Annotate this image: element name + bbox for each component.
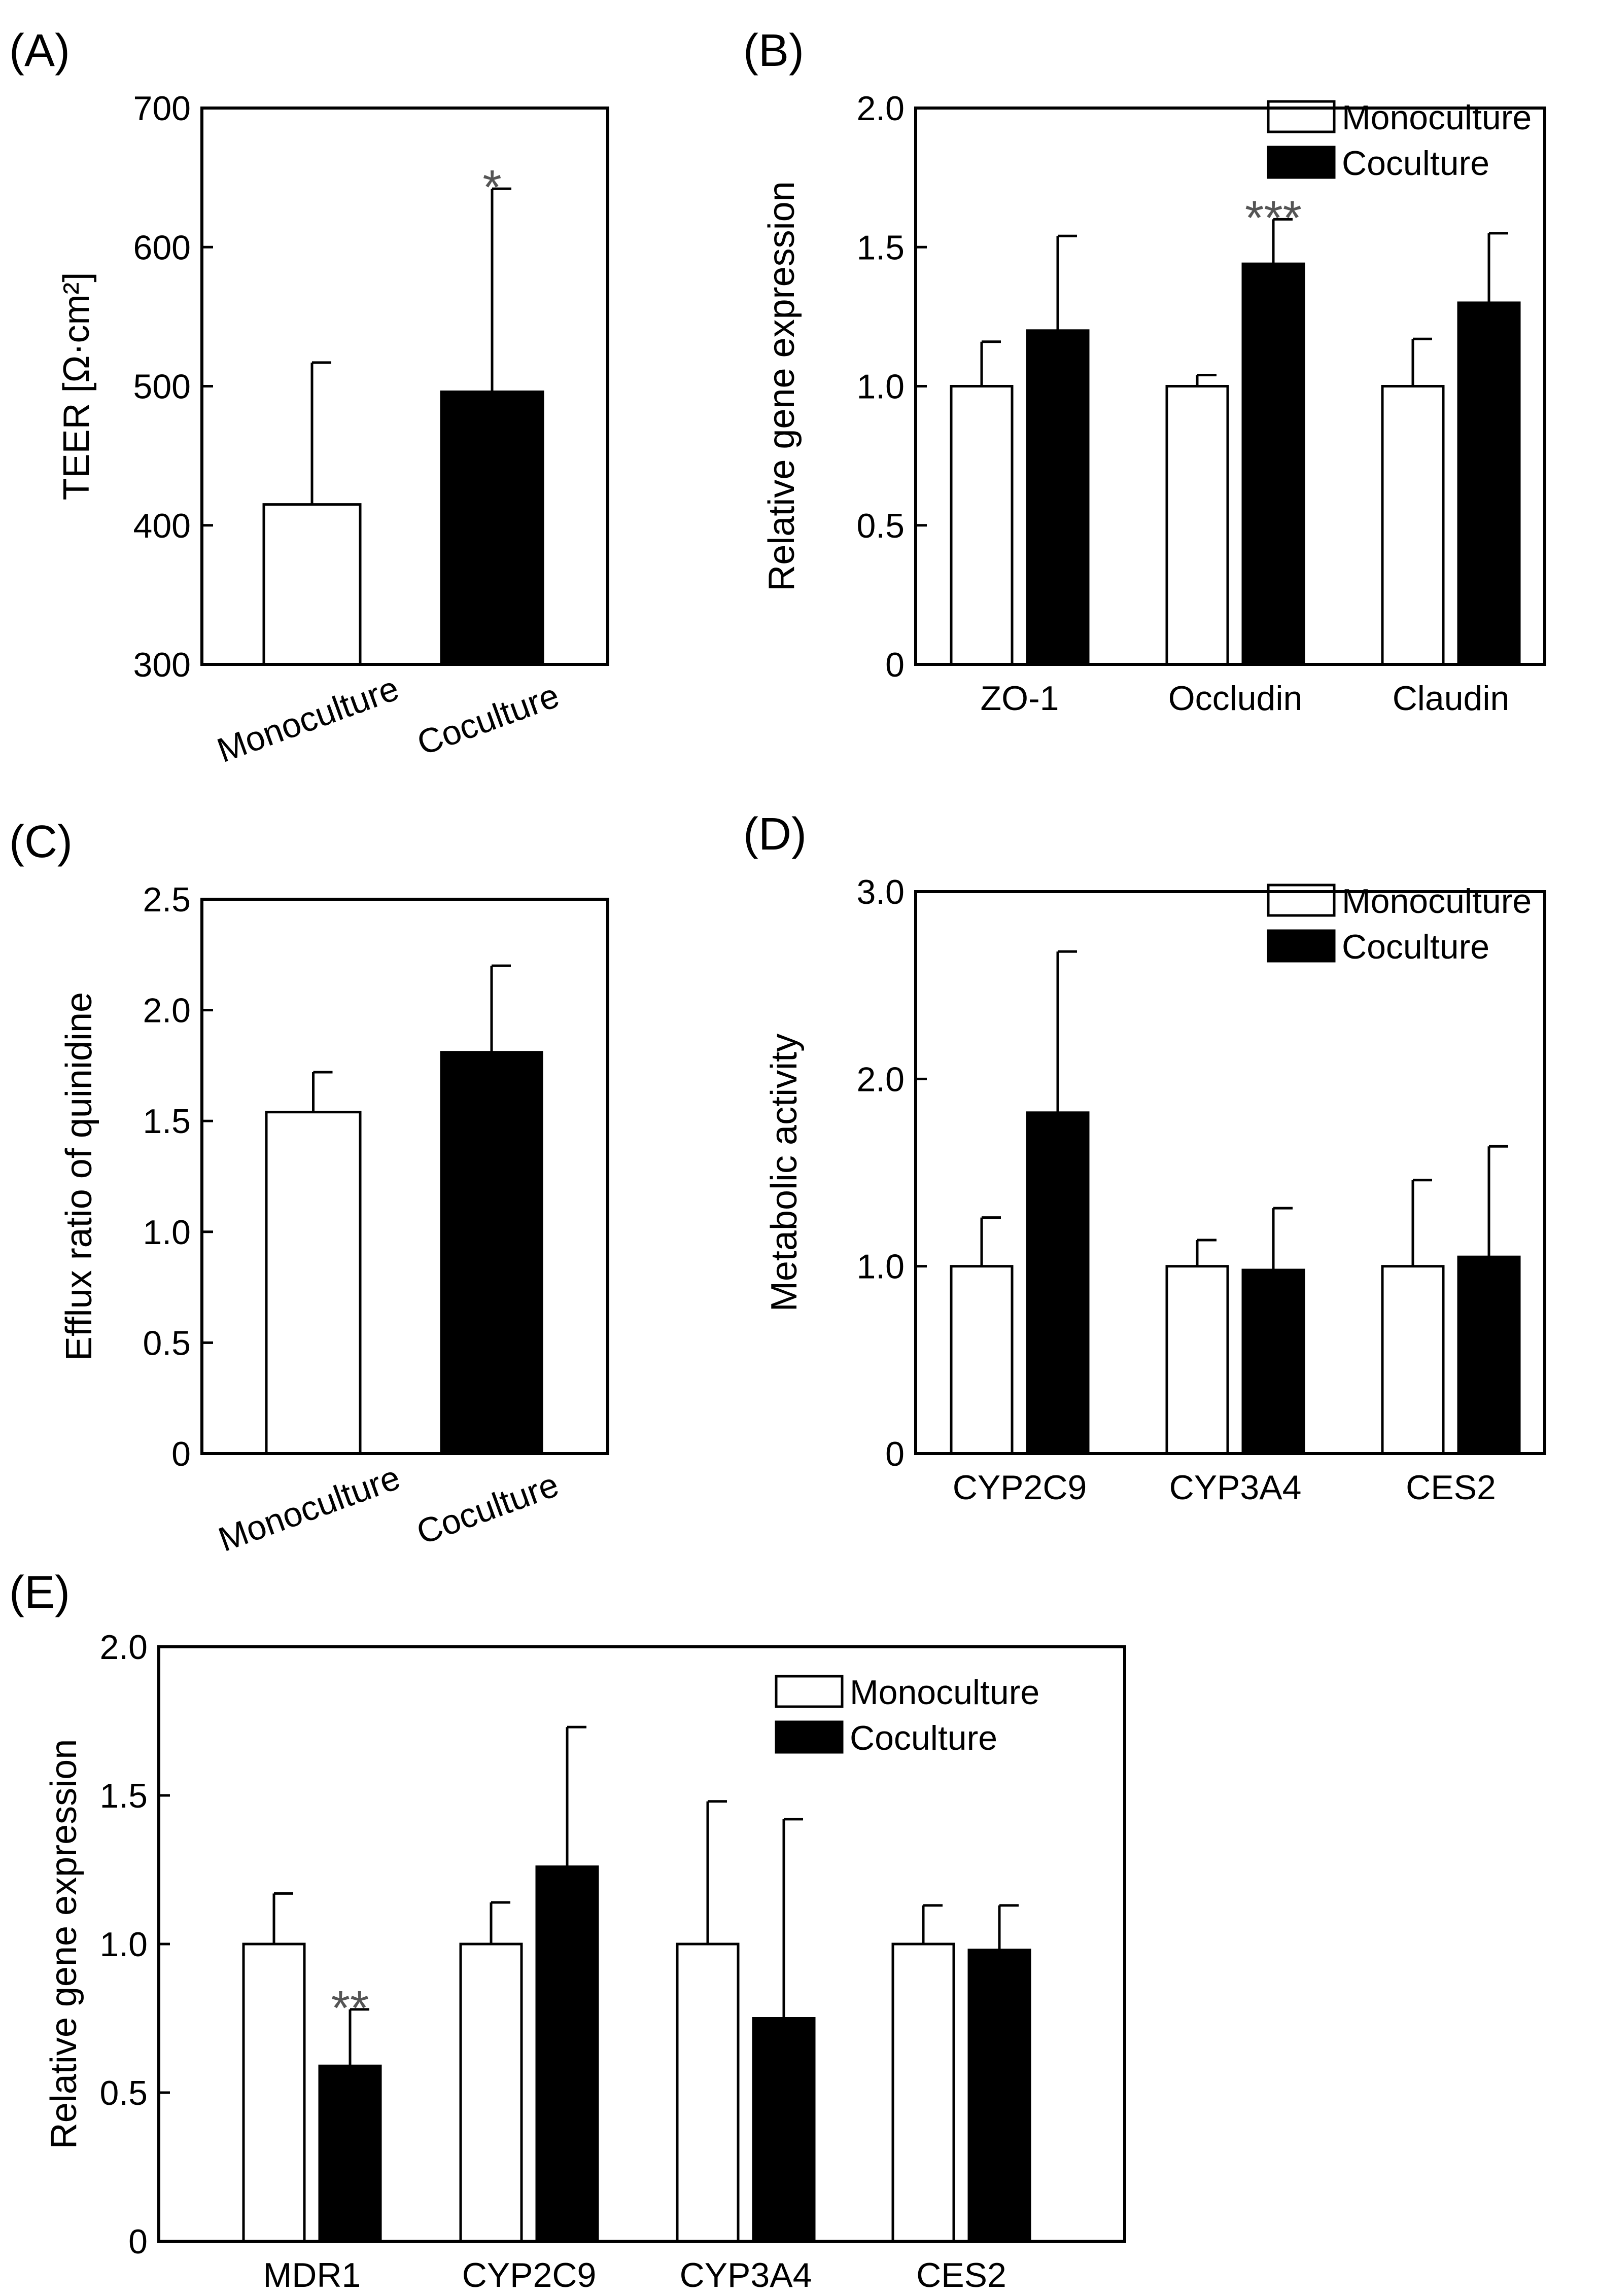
y-tick-label: 0.5 [99, 2074, 148, 2112]
panel-c: (C) 0 0.5 1.0 1.5 2.0 2.5 Efflux ratio of quini… [9, 817, 609, 1559]
y-tick-label: 0.5 [143, 1324, 191, 1362]
y-tick-label: 2.0 [856, 89, 905, 128]
plot-frame [200, 107, 609, 666]
panel-d: (D) 0 1.0 2.0 3.0 Metabolic activity CYP2C9 CYP… [743, 809, 1546, 1507]
legend-swatch-monoculture [1267, 884, 1336, 917]
legend-swatch-monoculture [1267, 100, 1336, 133]
bar-coculture [752, 2017, 816, 2243]
y-tick-label: 1.0 [143, 1213, 191, 1252]
y-tick-label: 2.0 [856, 1060, 905, 1099]
y-tick-label: 400 [133, 507, 191, 545]
y-tick-label: 600 [133, 228, 191, 267]
bar-coculture [967, 1949, 1031, 2243]
bar-coculture [1026, 1111, 1090, 1455]
category-label: Monoculture [214, 1458, 405, 1559]
y-tick-label: 1.5 [99, 1777, 148, 1815]
y-tick-label: 1.0 [856, 1248, 905, 1286]
bar-coculture [1241, 1268, 1305, 1455]
significance-marker: *** [1245, 191, 1302, 245]
y-tick-label: 1.0 [99, 1925, 148, 1964]
y-tick-label: 0 [171, 1435, 191, 1473]
bar-monoculture [676, 1942, 740, 2243]
category-label: Monoculture [212, 669, 404, 770]
legend-swatch-monoculture [775, 1675, 844, 1708]
panel-label: (C) [9, 817, 73, 867]
y-tick-label: 0 [128, 2222, 148, 2261]
category-label: Occludin [1168, 679, 1303, 718]
category-label: CYP2C9 [462, 2256, 597, 2294]
bar-coculture [1457, 301, 1521, 666]
plot-frame [914, 890, 1546, 1455]
bar-coculture [1457, 1255, 1521, 1455]
legend-label-coculture: Coculture [850, 1719, 997, 1757]
y-tick-label: 0 [885, 646, 905, 684]
plot-frame [914, 107, 1546, 666]
y-tick-label: 1.5 [143, 1102, 191, 1141]
plot-frame [157, 1645, 1126, 2243]
bar-monoculture [950, 1265, 1014, 1455]
significance-marker: * [482, 160, 501, 215]
bar-monoculture [265, 1111, 362, 1455]
legend-swatch-coculture [1267, 146, 1336, 179]
bar-coculture [1026, 329, 1090, 666]
category-label: CYP2C9 [953, 1468, 1087, 1507]
y-tick-label: 500 [133, 368, 191, 406]
category-label: CES2 [1406, 1468, 1496, 1507]
legend-label-monoculture: Monoculture [1342, 98, 1532, 137]
legend-swatch-coculture [775, 1720, 844, 1754]
panel-label: (D) [743, 809, 807, 860]
panel-label: (A) [9, 25, 70, 76]
category-label: ZO-1 [981, 679, 1059, 718]
bar-monoculture [242, 1942, 306, 2243]
bar-coculture [535, 1865, 599, 2243]
y-tick-label: 300 [133, 646, 191, 684]
category-label: MDR1 [263, 2256, 361, 2294]
legend-swatch-coculture [1267, 929, 1336, 963]
y-tick-label: 700 [133, 89, 191, 128]
panel-label: (B) [743, 25, 804, 76]
y-tick-label: 0 [885, 1435, 905, 1473]
bar-coculture [318, 2064, 382, 2243]
y-axis-label: TEER [Ω·cm²] [56, 272, 97, 501]
category-label: CES2 [916, 2256, 1006, 2294]
y-axis-label: Metabolic activity [764, 1034, 805, 1312]
y-axis-label: Relative gene expression [761, 181, 802, 591]
y-tick-label: 1.0 [856, 368, 905, 406]
category-label: CYP3A4 [680, 2256, 812, 2294]
plot-frame [200, 898, 609, 1455]
legend-label-coculture: Coculture [1342, 144, 1489, 183]
panel-b: (B) 0 0.5 1.0 1.5 2.0 Relative gene expression… [743, 25, 1546, 718]
panel-e: (E) 0 0.5 1.0 1.5 2.0 Relative gene expression… [9, 1567, 1126, 2294]
bar-monoculture [950, 385, 1014, 666]
category-label: Coculture [411, 1465, 563, 1552]
legend-label-monoculture: Monoculture [1342, 882, 1532, 921]
category-label: Coculture [412, 676, 564, 763]
bar-monoculture [459, 1942, 523, 2243]
bar-monoculture [1165, 385, 1229, 666]
y-tick-label: 2.5 [143, 880, 191, 919]
bar-coculture [440, 1051, 543, 1455]
y-tick-label: 2.0 [99, 1628, 148, 1667]
bar-coculture [440, 390, 544, 666]
bar-coculture [1241, 262, 1305, 666]
y-tick-label: 3.0 [856, 873, 905, 911]
category-label: CYP3A4 [1169, 1468, 1302, 1507]
y-tick-label: 0.5 [856, 507, 905, 545]
bar-monoculture [262, 503, 362, 666]
significance-marker: ** [331, 1981, 369, 2035]
bar-monoculture [1165, 1265, 1229, 1455]
panel-label: (E) [9, 1567, 70, 1618]
y-axis-label: Relative gene expression [44, 1739, 84, 2149]
panel-a: (A) 300 400 500 600 700 TEER [Ω·cm²] Monocultur… [9, 25, 609, 770]
y-tick-label: 1.5 [856, 228, 905, 267]
bar-monoculture [1381, 1265, 1445, 1455]
category-label: Claudin [1393, 679, 1510, 718]
bar-monoculture [891, 1942, 955, 2243]
bar-monoculture [1381, 385, 1445, 666]
y-tick-label: 2.0 [143, 992, 191, 1030]
legend-label-coculture: Coculture [1342, 928, 1489, 966]
y-axis-label: Efflux ratio of quinidine [59, 992, 99, 1361]
legend-label-monoculture: Monoculture [850, 1673, 1039, 1712]
